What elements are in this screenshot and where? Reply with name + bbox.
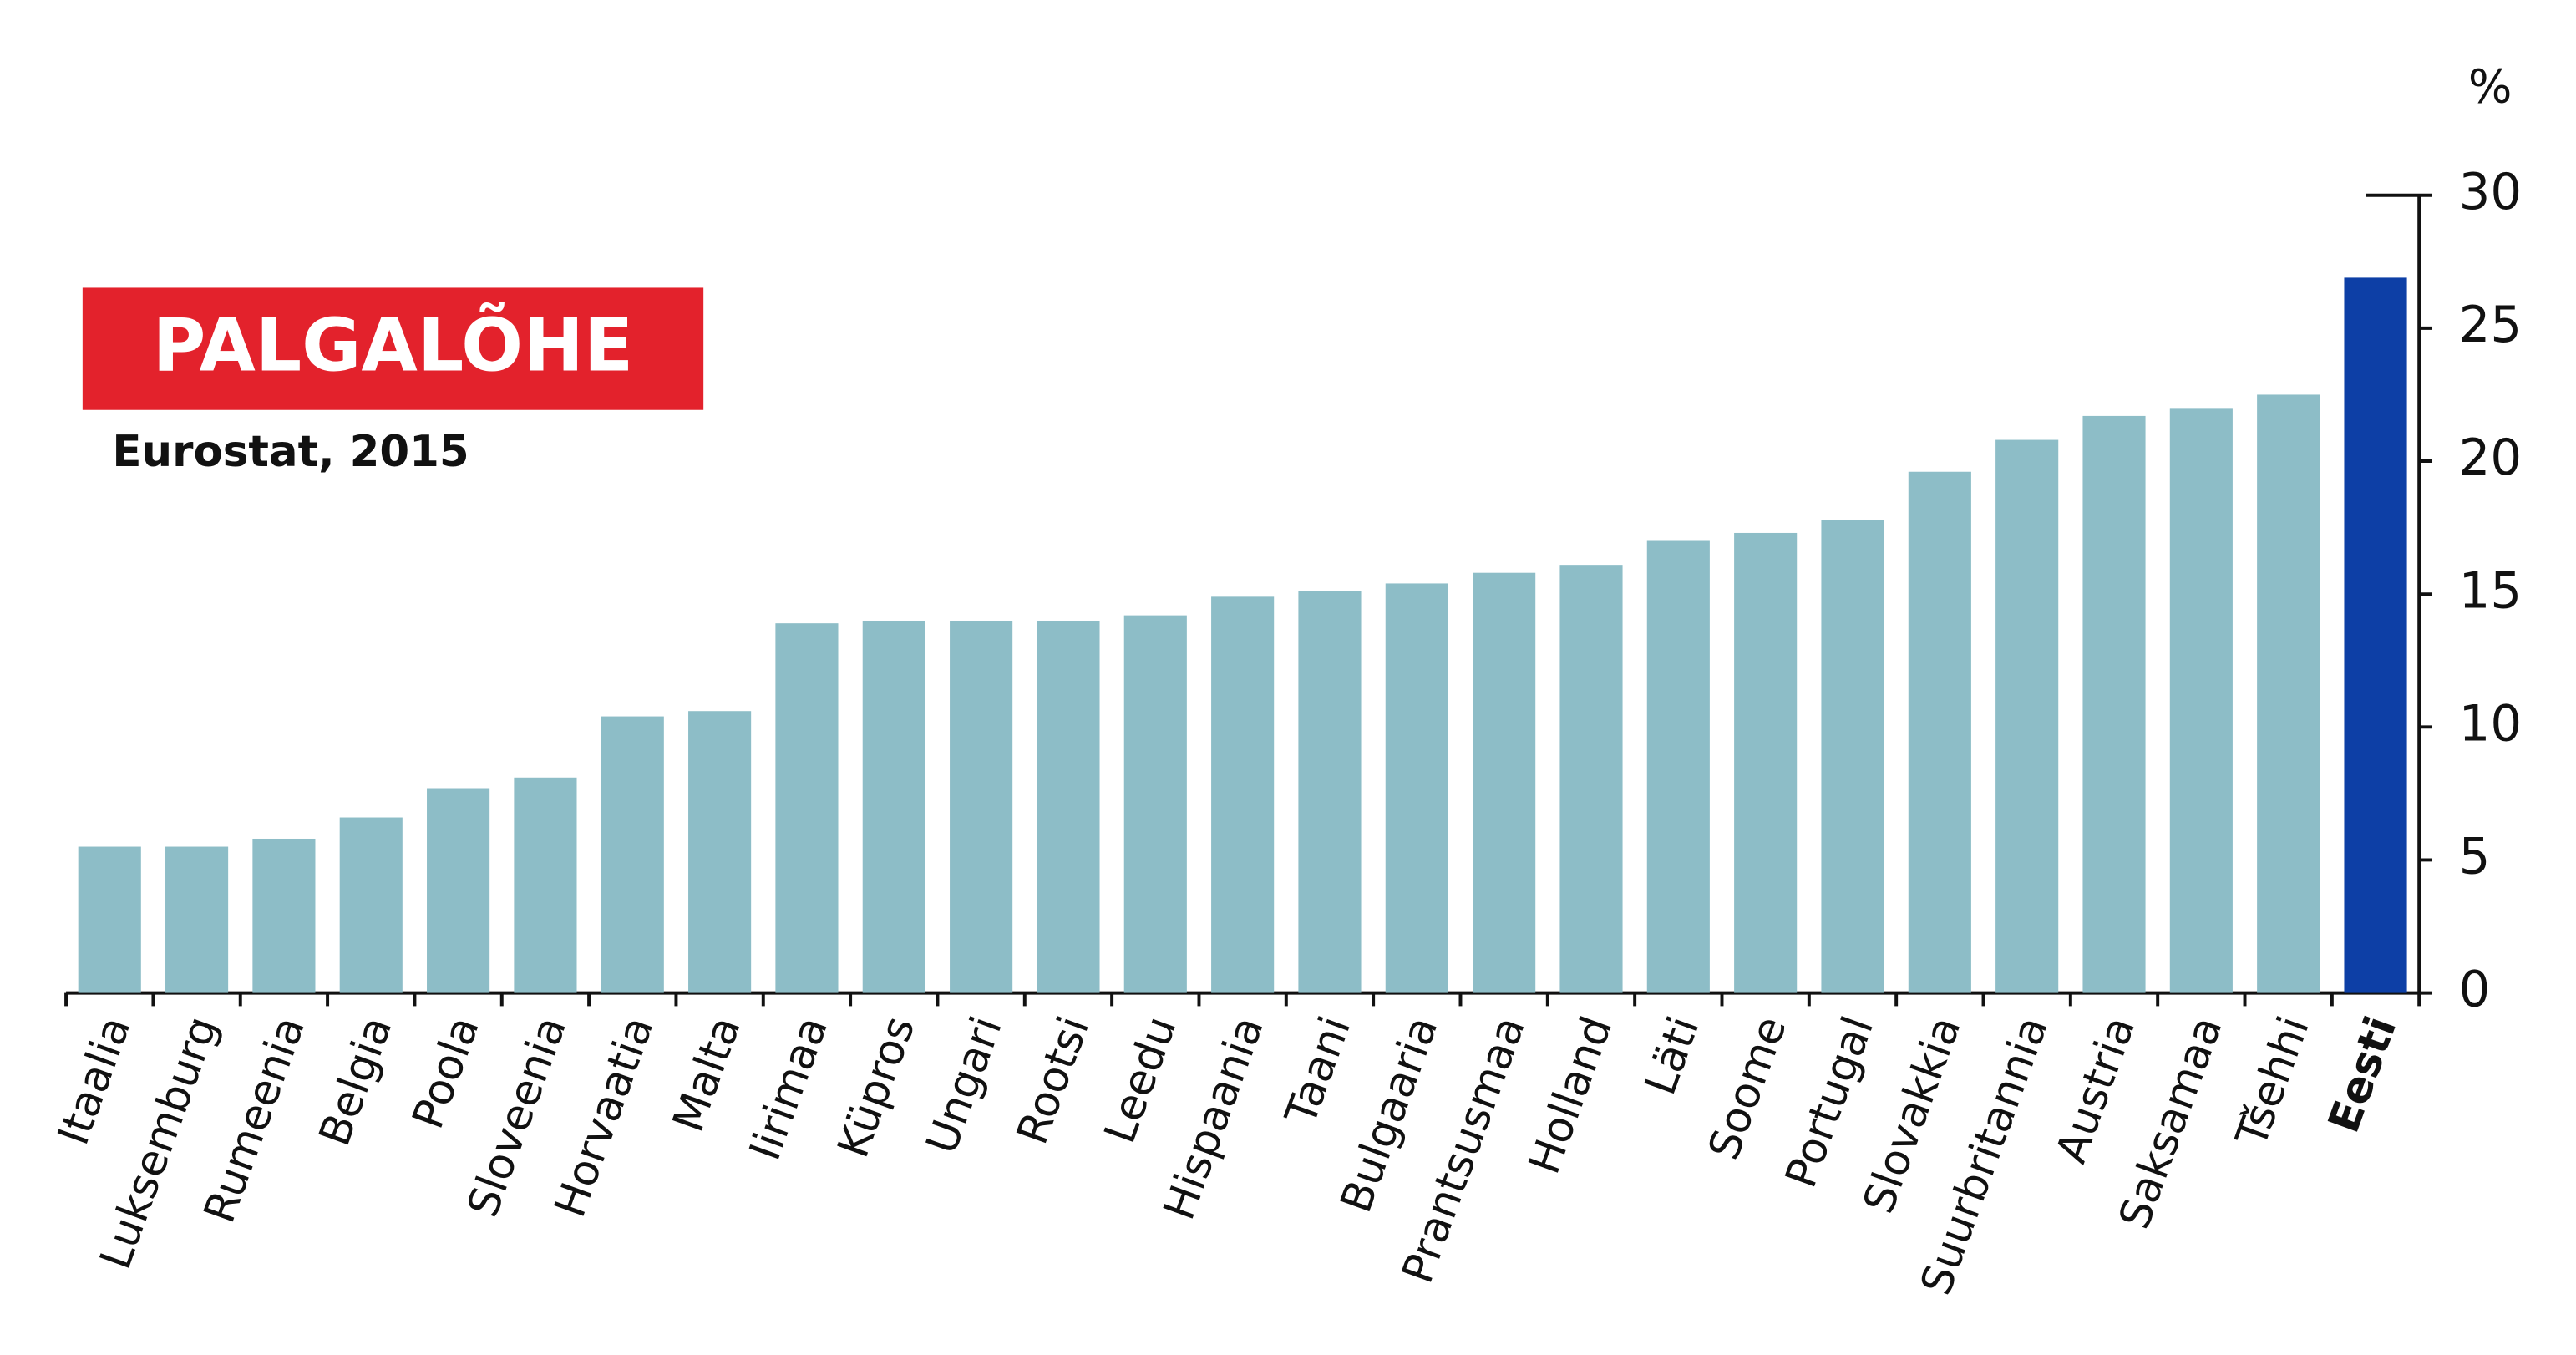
y-tick-label: 5 bbox=[2459, 828, 2491, 886]
bar bbox=[252, 838, 316, 993]
y-tick-label: 25 bbox=[2459, 296, 2522, 353]
x-tick-label: Malta bbox=[663, 1010, 751, 1139]
bar bbox=[339, 817, 403, 993]
bar bbox=[1298, 591, 1362, 993]
bar bbox=[1385, 583, 1448, 993]
bar bbox=[1123, 615, 1187, 993]
bar bbox=[1037, 620, 1100, 993]
bar bbox=[1646, 540, 1710, 993]
x-tick-label: Belgia bbox=[310, 1010, 403, 1152]
y-tick-label: 0 bbox=[2459, 961, 2491, 1018]
bar bbox=[165, 846, 229, 993]
bar bbox=[2257, 394, 2320, 993]
y-tick-label: 20 bbox=[2459, 429, 2522, 486]
y-tick-label: 10 bbox=[2459, 694, 2522, 752]
x-tick-label: Itaalia bbox=[48, 1010, 141, 1151]
chart-subtitle: Eurostat, 2015 bbox=[112, 427, 469, 477]
x-tick-label: Eesti bbox=[2319, 1010, 2406, 1139]
x-tick-label: Ungari bbox=[916, 1010, 1012, 1160]
bar bbox=[601, 716, 664, 993]
x-tick-label: Poola bbox=[403, 1010, 489, 1135]
bar bbox=[1995, 439, 2059, 993]
bar bbox=[1473, 572, 1536, 993]
bar bbox=[1559, 565, 1623, 993]
x-tick-label: Soome bbox=[1699, 1010, 1797, 1166]
x-tick-label: Austria bbox=[2046, 1010, 2145, 1170]
bar bbox=[688, 711, 752, 993]
title-box bbox=[82, 287, 704, 410]
bar bbox=[1821, 520, 1884, 993]
bar bbox=[1908, 471, 1971, 993]
bar bbox=[2344, 277, 2407, 993]
bar bbox=[427, 788, 490, 993]
bar bbox=[2169, 408, 2233, 993]
bar bbox=[514, 777, 577, 993]
x-tick-label: Taani bbox=[1275, 1010, 1361, 1132]
x-tick-label: Rootsi bbox=[1007, 1010, 1099, 1151]
bar bbox=[1211, 596, 1275, 993]
bar bbox=[1734, 532, 1798, 993]
x-tick-label: Iirimaa bbox=[740, 1010, 838, 1167]
x-tick-label: Läti bbox=[1635, 1010, 1710, 1101]
bar bbox=[2082, 415, 2146, 993]
x-tick-label: Tšehhi bbox=[2226, 1010, 2320, 1154]
y-tick-label: 15 bbox=[2459, 561, 2522, 619]
bar bbox=[775, 623, 839, 993]
bar bbox=[950, 620, 1013, 993]
bar bbox=[862, 620, 925, 993]
y-axis-label: % bbox=[2468, 60, 2513, 114]
x-tick-label: Küpros bbox=[828, 1010, 925, 1165]
chart-title: PALGALÕHE bbox=[153, 302, 634, 388]
x-tick-label: Holland bbox=[1519, 1010, 1622, 1180]
x-tick-label: Leedu bbox=[1095, 1010, 1187, 1149]
bar bbox=[78, 846, 141, 993]
y-tick-label: 30 bbox=[2459, 163, 2522, 221]
